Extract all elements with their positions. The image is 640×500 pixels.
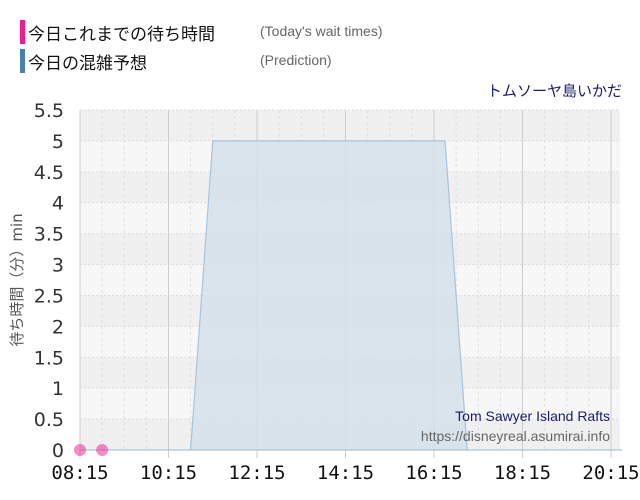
chart-title: Tom Sawyer Island Rafts — [455, 408, 610, 424]
y-tick-label: 4.5 — [34, 162, 64, 184]
x-tick-label: 18:15 — [494, 462, 551, 484]
legend-item-prediction: 今日の混雑予想 — [20, 48, 147, 74]
wait-time-point — [96, 444, 109, 456]
y-tick-label: 3.5 — [34, 224, 64, 246]
source-url: https://disneyreal.asumirai.info — [421, 428, 610, 444]
y-tick-label: 1.5 — [34, 347, 64, 369]
legend-item-today: 今日これまでの待ち時間 — [20, 19, 215, 45]
prediction-area — [80, 140, 623, 451]
legend-sublabel: (Today's wait times) — [260, 23, 383, 39]
x-tick-label: 14:15 — [317, 462, 374, 484]
legend-color-swatch — [20, 20, 25, 44]
legend-label: 今日の混雑予想 — [28, 53, 147, 74]
x-tick-label: 16:15 — [405, 462, 462, 484]
y-tick-label: 5 — [52, 131, 64, 153]
y-tick-label: 3 — [52, 255, 64, 277]
legend-sublabel: (Prediction) — [260, 52, 332, 68]
y-tick-label: 5.5 — [34, 100, 64, 122]
y-tick-label: 1 — [52, 378, 64, 400]
x-tick-label: 08:15 — [51, 462, 108, 484]
legend-label: 今日これまでの待ち時間 — [28, 24, 215, 45]
y-tick-label: 2.5 — [34, 285, 64, 307]
x-tick-label: 20:15 — [582, 462, 639, 484]
y-tick-label: 0.5 — [34, 409, 64, 431]
y-tick-label: 2 — [52, 316, 64, 338]
y-axis-label: 待ち時間（分）min — [8, 213, 26, 346]
wait-time-point — [74, 444, 86, 456]
y-tick-label: 4 — [52, 193, 64, 215]
y-tick-label: 0 — [52, 440, 64, 462]
attraction-name-jp: トムソーヤ島いかだ — [486, 82, 622, 100]
legend-color-swatch — [20, 49, 25, 73]
x-tick-label: 12:15 — [228, 462, 285, 484]
grid-band — [80, 110, 620, 141]
x-tick-label: 10:15 — [140, 462, 197, 484]
